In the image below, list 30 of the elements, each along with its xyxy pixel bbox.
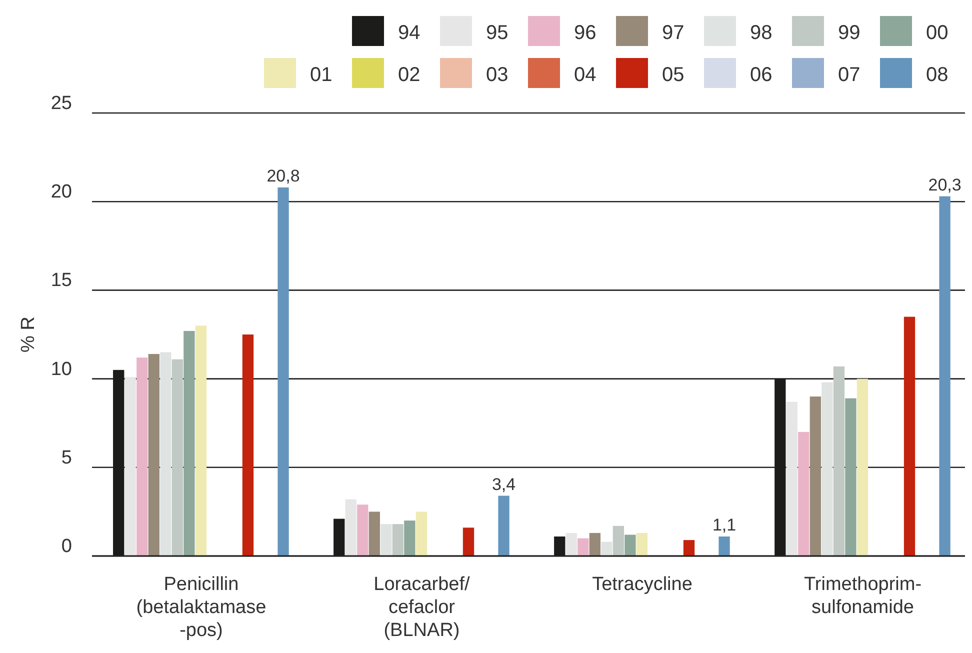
x-tick-label: Penicillin (betalaktamase -pos)	[136, 574, 266, 641]
y-tick-label: 0	[61, 536, 72, 557]
y-tick-label: 10	[50, 358, 72, 380]
x-tick-label: Trimethoprim- sulfonamide	[804, 574, 922, 618]
legend-label: 08	[926, 64, 948, 86]
legend-label: 07	[838, 64, 860, 86]
legend-label: 98	[750, 22, 772, 44]
y-tick-label: 5	[61, 447, 72, 468]
legend-label: 02	[398, 64, 420, 86]
legend-label: 99	[838, 22, 860, 44]
data-label: 3,4	[492, 474, 516, 494]
legend-label: 00	[926, 22, 948, 44]
x-tick-label: Loracarbef/ cefaclor (BLNAR)	[374, 574, 471, 641]
y-tick-label: 15	[50, 270, 72, 292]
legend-label: 03	[486, 64, 508, 86]
y-tick-label: 20	[50, 182, 72, 203]
x-tick-label: Tetracycline	[592, 574, 692, 595]
data-label: 20,3	[928, 175, 962, 194]
legend-label: 96	[574, 22, 596, 44]
data-label: 20,8	[266, 166, 300, 186]
legend-label: 94	[398, 22, 420, 44]
data-label: 1,1	[712, 516, 736, 535]
legend-label: 97	[662, 22, 684, 44]
legend-label: 05	[662, 64, 684, 86]
y-tick-label: 25	[50, 93, 72, 114]
legend-label: 01	[310, 64, 332, 86]
y-axis-title: % R	[18, 316, 39, 352]
legend-label: 04	[574, 64, 596, 86]
legend-label: 06	[750, 64, 772, 86]
legend-label: 95	[486, 22, 508, 44]
